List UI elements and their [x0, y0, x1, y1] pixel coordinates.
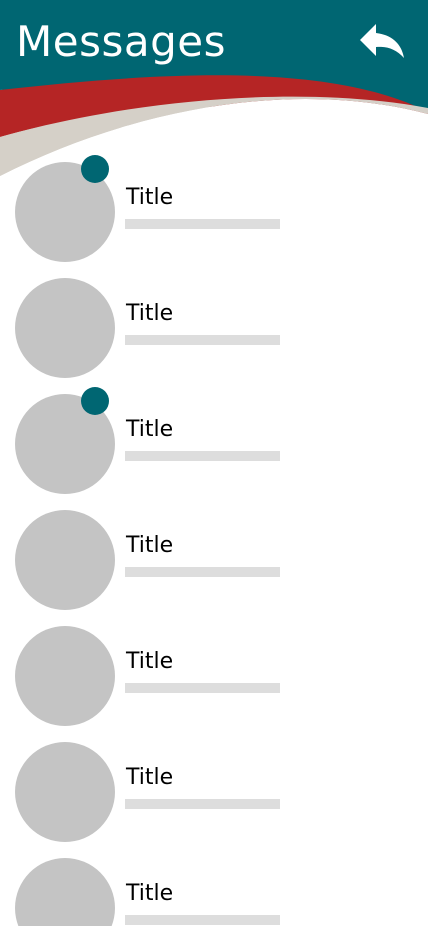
message-preview-placeholder	[125, 567, 280, 577]
message-title: Title	[126, 533, 174, 558]
avatar	[15, 278, 115, 378]
page-title: Messages	[16, 17, 226, 66]
back-button[interactable]	[356, 20, 412, 68]
avatar	[15, 742, 115, 842]
message-list-item[interactable]: Title	[0, 842, 428, 926]
message-preview-placeholder	[125, 683, 280, 693]
message-list: Title Title Title Title Title Title Title	[0, 146, 428, 926]
message-preview-placeholder	[125, 915, 280, 925]
message-title: Title	[126, 649, 174, 674]
avatar	[15, 626, 115, 726]
message-preview-placeholder	[125, 799, 280, 809]
avatar	[15, 858, 115, 926]
message-title: Title	[126, 185, 174, 210]
message-preview-placeholder	[125, 219, 280, 229]
reply-arrow-icon	[360, 24, 404, 58]
message-list-item[interactable]: Title	[0, 726, 428, 842]
message-preview-placeholder	[125, 451, 280, 461]
unread-indicator	[81, 387, 109, 415]
unread-indicator	[81, 155, 109, 183]
message-list-item[interactable]: Title	[0, 262, 428, 378]
message-title: Title	[126, 881, 174, 906]
message-title: Title	[126, 301, 174, 326]
message-title: Title	[126, 765, 174, 790]
message-list-item[interactable]: Title	[0, 494, 428, 610]
message-list-item[interactable]: Title	[0, 610, 428, 726]
message-list-item[interactable]: Title	[0, 378, 428, 494]
avatar	[15, 510, 115, 610]
message-list-item[interactable]: Title	[0, 146, 428, 262]
message-title: Title	[126, 417, 174, 442]
message-preview-placeholder	[125, 335, 280, 345]
